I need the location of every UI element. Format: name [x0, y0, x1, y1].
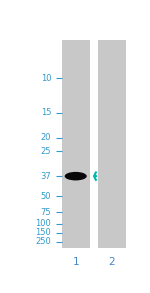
Bar: [98, 40, 126, 248]
Text: 10: 10: [41, 74, 51, 83]
Text: 15: 15: [41, 108, 51, 117]
Text: 2: 2: [108, 257, 115, 268]
Text: 37: 37: [40, 172, 51, 181]
Text: 75: 75: [41, 208, 51, 217]
Text: 50: 50: [41, 192, 51, 201]
Text: 100: 100: [36, 219, 51, 228]
Text: 250: 250: [36, 237, 51, 246]
Bar: [62, 40, 90, 248]
Text: 1: 1: [72, 257, 79, 268]
Text: 25: 25: [41, 147, 51, 156]
Text: 20: 20: [41, 133, 51, 142]
Ellipse shape: [65, 172, 87, 180]
Text: 150: 150: [36, 228, 51, 237]
